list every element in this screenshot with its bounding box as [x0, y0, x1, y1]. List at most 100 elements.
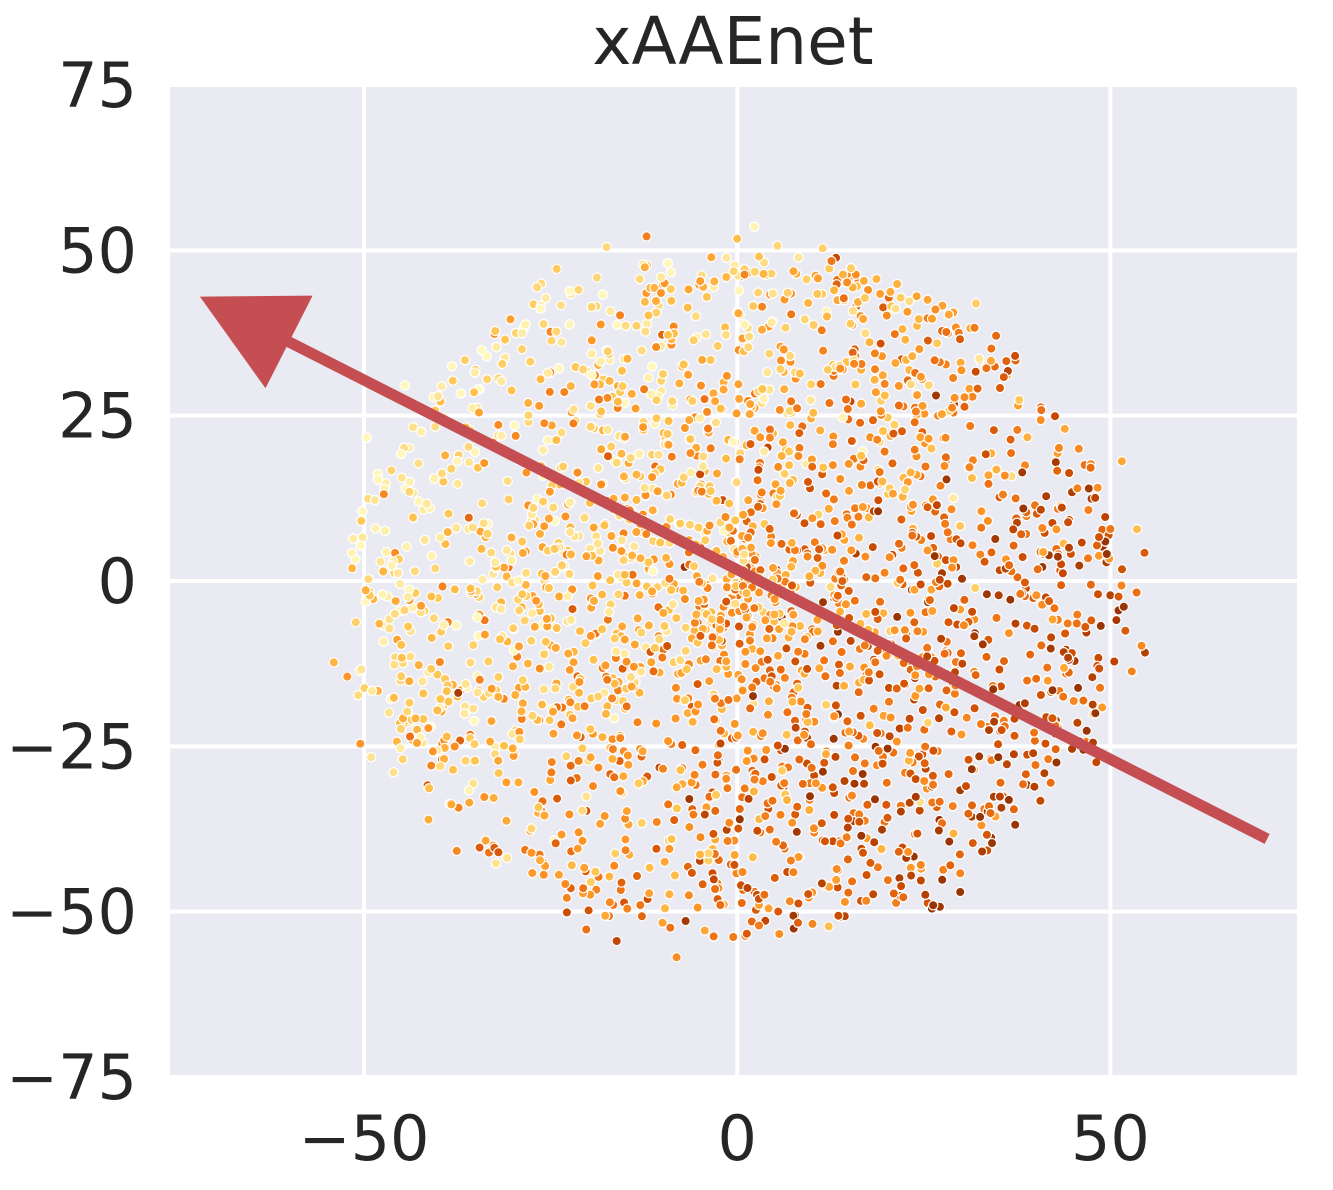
data-point — [1139, 547, 1150, 559]
data-point — [877, 758, 888, 769]
data-point — [623, 759, 634, 771]
data-point — [560, 511, 571, 522]
data-point — [997, 489, 1009, 500]
data-point — [991, 464, 1002, 475]
data-point — [990, 533, 1001, 545]
data-point — [879, 567, 890, 578]
data-point — [677, 739, 688, 751]
data-point — [638, 384, 650, 395]
data-point — [700, 329, 712, 340]
data-point — [733, 285, 745, 296]
data-point — [526, 608, 538, 619]
data-point — [972, 383, 983, 394]
data-point — [1050, 457, 1062, 468]
data-point — [881, 777, 893, 788]
data-point — [573, 827, 584, 838]
data-point — [734, 638, 745, 649]
data-point — [574, 625, 586, 637]
data-point — [667, 599, 679, 610]
data-point — [827, 782, 839, 793]
data-point — [720, 511, 731, 523]
data-point — [1087, 699, 1098, 710]
data-point — [675, 655, 686, 666]
data-point — [1109, 656, 1120, 667]
data-point — [797, 778, 809, 790]
data-point — [827, 439, 839, 450]
data-point — [970, 582, 981, 594]
data-point — [981, 589, 993, 600]
data-point — [1031, 590, 1042, 601]
data-point — [562, 591, 573, 602]
data-point — [619, 492, 631, 503]
data-point — [812, 552, 823, 564]
data-point — [913, 313, 925, 325]
data-point — [856, 830, 867, 842]
data-point — [749, 221, 760, 232]
data-point — [1062, 618, 1073, 629]
data-point — [370, 523, 381, 534]
data-point — [753, 920, 765, 931]
data-point — [567, 603, 578, 615]
data-point — [661, 490, 673, 501]
data-point — [463, 512, 474, 523]
data-point — [605, 575, 616, 586]
data-point — [538, 869, 550, 881]
data-point — [525, 356, 536, 367]
data-point — [443, 508, 454, 519]
data-point — [486, 715, 497, 727]
data-point — [590, 866, 601, 877]
data-point — [805, 739, 817, 750]
data-point — [762, 367, 773, 378]
data-point — [764, 348, 775, 359]
data-point — [416, 426, 427, 437]
data-point — [912, 626, 923, 637]
data-point — [1041, 662, 1053, 673]
data-point — [887, 488, 899, 499]
data-point — [819, 757, 830, 769]
data-point — [927, 605, 938, 617]
data-point — [869, 348, 881, 359]
data-point — [744, 703, 756, 714]
data-point — [585, 723, 596, 735]
data-point — [357, 532, 368, 543]
data-point — [935, 480, 946, 491]
data-point — [514, 605, 525, 616]
data-point — [617, 621, 628, 632]
data-point — [889, 625, 900, 636]
data-point — [904, 797, 915, 808]
data-point — [643, 557, 654, 568]
data-point — [616, 448, 627, 459]
data-point — [868, 703, 879, 714]
data-point — [837, 575, 848, 587]
data-point — [479, 457, 490, 469]
data-point — [396, 639, 407, 651]
data-point — [689, 617, 701, 629]
data-point — [404, 676, 415, 687]
data-point — [843, 887, 854, 898]
data-point — [610, 848, 621, 859]
data-point — [604, 871, 615, 882]
data-point — [705, 354, 716, 366]
data-point — [864, 337, 875, 348]
data-point — [879, 390, 891, 401]
data-point — [882, 812, 893, 824]
data-point — [715, 738, 726, 749]
data-point — [483, 656, 494, 667]
data-point — [1029, 781, 1040, 792]
data-point — [529, 621, 541, 633]
data-point — [731, 693, 742, 704]
data-point — [729, 849, 740, 861]
data-point — [551, 263, 562, 275]
data-point — [1092, 482, 1103, 493]
data-point — [896, 514, 907, 525]
data-point — [383, 707, 395, 718]
data-point — [778, 344, 790, 355]
data-point — [842, 854, 854, 865]
data-point — [516, 344, 528, 355]
data-point — [922, 335, 934, 346]
data-point — [501, 852, 513, 864]
data-point — [867, 415, 879, 426]
data-point — [501, 815, 512, 826]
data-point — [993, 590, 1004, 601]
data-point — [729, 718, 740, 730]
